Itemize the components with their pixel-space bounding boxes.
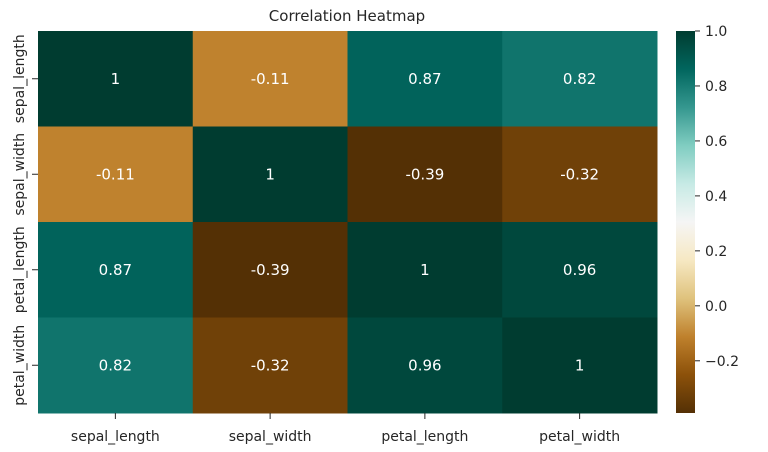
cell-label: 1: [420, 261, 430, 279]
colorbar: 1.0 0.8 0.6 0.4 0.2 0.0 −0.2: [676, 24, 739, 413]
cell-label: 1: [575, 356, 585, 374]
y-tick-label: petal_length: [12, 226, 28, 313]
colorbar-tick-label: −0.2: [705, 354, 739, 370]
heatmap-cell: [347, 222, 503, 318]
colorbar-tick-label: 0.4: [705, 189, 727, 205]
cell-label: 0.96: [408, 356, 441, 374]
heatmap-cell: [192, 126, 348, 223]
heatmap-cell: [502, 222, 658, 318]
cell-label: 1: [111, 70, 121, 88]
heatmap-cell: [347, 126, 503, 223]
cell-label: -0.39: [251, 261, 290, 279]
heatmap-cell: [502, 317, 658, 414]
colorbar-tick-label: 0.0: [705, 299, 727, 315]
cell-label: -0.11: [96, 165, 135, 183]
colorbar-tick-label: 0.6: [705, 134, 727, 150]
heatmap-cell: [192, 222, 348, 318]
cell-label: -0.11: [251, 70, 290, 88]
x-axis: sepal_length sepal_width petal_length petal…: [71, 413, 620, 445]
cell-label: 1: [265, 165, 275, 183]
cell-label: -0.39: [405, 165, 444, 183]
heatmap-cell: [192, 31, 348, 127]
colorbar-ticks: 1.0 0.8 0.6 0.4 0.2 0.0 −0.2: [695, 24, 739, 370]
y-tick-label: petal_width: [12, 325, 28, 406]
heatmap-cell: [502, 126, 658, 223]
heatmap-cell: [347, 317, 503, 414]
cell-label: -0.32: [251, 356, 290, 374]
x-tick-label: petal_length: [381, 429, 468, 445]
y-tick-label: sepal_length: [12, 34, 28, 123]
x-tick-label: sepal_length: [71, 429, 160, 445]
cell-label: 0.87: [408, 70, 441, 88]
cell-label: 0.87: [99, 261, 132, 279]
heatmap-cell: [192, 317, 348, 414]
cell-label: 0.82: [99, 356, 132, 374]
cell-label: -0.32: [560, 165, 599, 183]
y-tick-label: sepal_width: [12, 133, 28, 216]
colorbar-tick-label: 0.2: [705, 244, 727, 260]
y-axis: sepal_length sepal_width petal_lengthpetal…: [12, 34, 38, 406]
cell-label: 0.96: [563, 261, 596, 279]
heatmap-cell: [38, 31, 194, 127]
heatmap-cells: 1 -0.11 0.87 0.82 -0.11 1 -0.39 -0.32 0.87 -0.39 1…: [38, 31, 658, 414]
chart-title: Correlation Heatmap: [269, 7, 425, 25]
x-tick-label: petal_width: [539, 429, 620, 445]
colorbar-tick-label: 1.0: [705, 24, 727, 40]
heatmap-cell: [347, 31, 503, 127]
heatmap-cell: [502, 31, 658, 127]
heatmap-cell: [38, 126, 194, 223]
heatmap-cell: [38, 317, 194, 414]
x-tick-label: sepal_width: [229, 429, 312, 445]
colorbar-gradient: [676, 31, 695, 413]
heatmap-cell: [38, 222, 194, 318]
cell-label: 0.82: [563, 70, 596, 88]
colorbar-tick-label: 0.8: [705, 79, 727, 95]
